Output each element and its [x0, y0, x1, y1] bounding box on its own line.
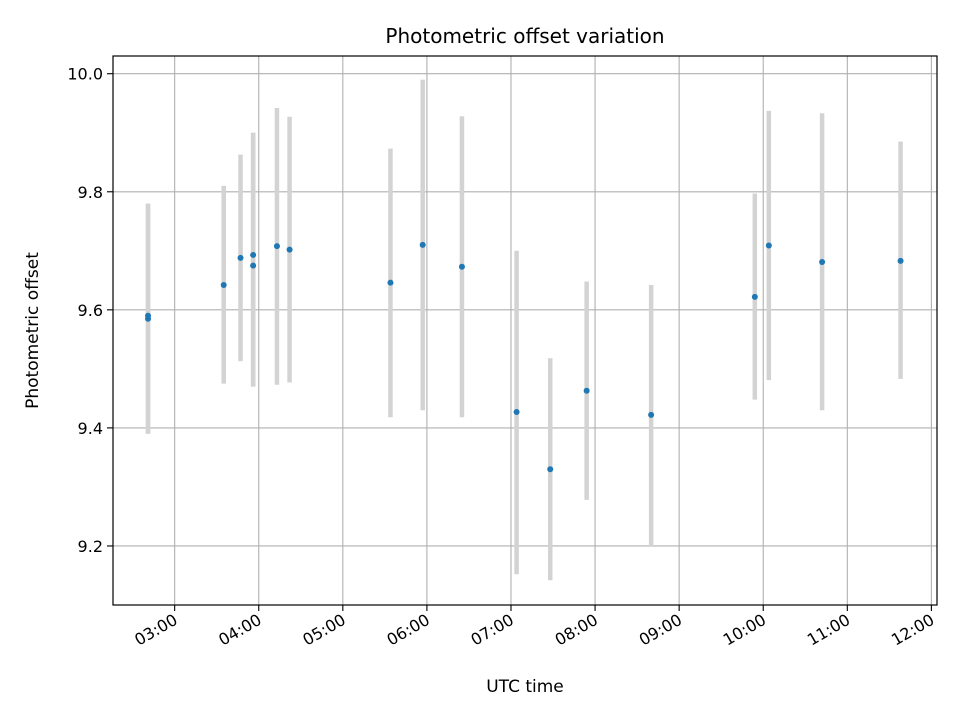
data-point: [273, 243, 280, 250]
grid-lines: [113, 56, 937, 605]
y-tick-label: 9.6: [78, 301, 103, 320]
data-point: [419, 241, 426, 248]
data-point: [765, 242, 772, 249]
data-point: [220, 282, 227, 289]
data-point: [286, 246, 293, 253]
data-point: [145, 312, 152, 319]
data-point: [819, 259, 826, 266]
x-axis-title: UTC time: [486, 677, 564, 697]
y-tick-label: 9.2: [78, 537, 103, 556]
data-point: [751, 293, 758, 300]
data-point: [897, 257, 904, 264]
data-point: [250, 251, 257, 258]
data-point: [547, 466, 554, 473]
y-tick-label: 9.4: [78, 419, 103, 438]
data-point: [648, 411, 655, 418]
data-point: [583, 387, 590, 394]
y-tick-label: 9.8: [78, 183, 103, 202]
plot-frame: [112, 55, 938, 606]
data-point: [458, 263, 465, 270]
data-points: [145, 241, 904, 473]
data-point: [387, 279, 394, 286]
y-axis-ticks: 9.2 9.4 9.6 9.8 10.0: [67, 65, 113, 556]
chart-title: Photometric offset variation: [385, 24, 664, 48]
data-point: [513, 408, 520, 415]
data-point: [237, 254, 244, 261]
data-point: [250, 262, 257, 269]
y-axis-title: Photometric offset: [23, 252, 43, 409]
y-tick-label: 10.0: [67, 65, 103, 84]
